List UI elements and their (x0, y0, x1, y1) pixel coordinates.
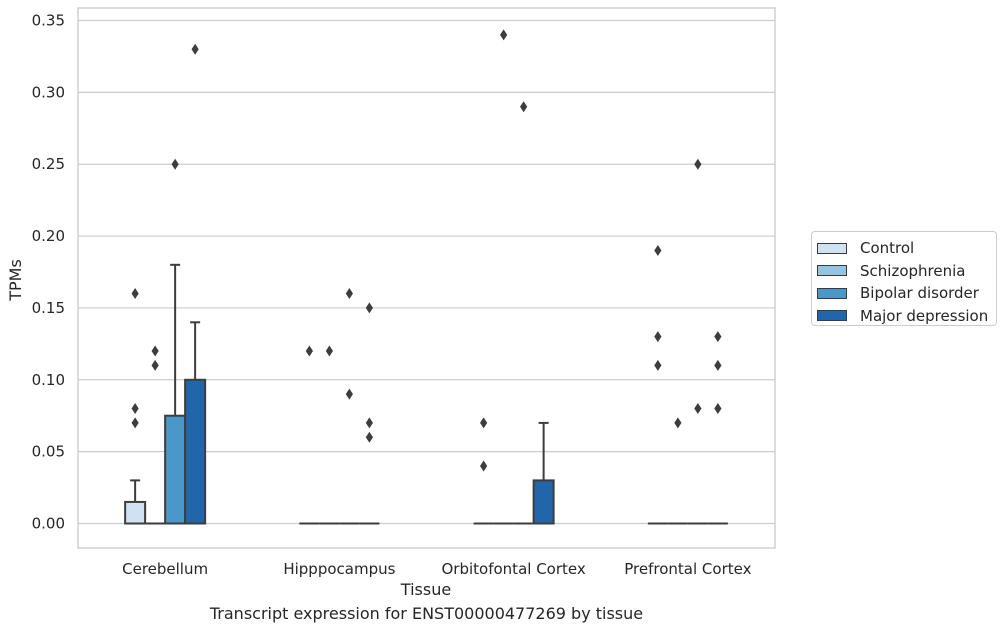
y-tick-label: 0.15 (32, 299, 65, 317)
outlier-point (714, 359, 722, 371)
outlier-point (365, 431, 373, 443)
x-tick-label: Hipppocampus (283, 560, 395, 578)
y-tick-label: 0.00 (32, 515, 65, 533)
legend: Control Schizophrenia Bipolar disorder Majo… (811, 231, 997, 326)
box-series (124, 263, 728, 525)
y-axis-label: TPMs (6, 259, 25, 302)
outlier-point (171, 158, 179, 170)
outlier-point (151, 359, 159, 371)
legend-item: Schizophrenia (817, 260, 996, 283)
chart-caption: Transcript expression for ENST0000047726… (209, 604, 644, 623)
legend-item: Control (817, 237, 996, 260)
box-major-depression (184, 321, 207, 525)
outlier-point (305, 345, 313, 357)
y-tick-label: 0.30 (32, 83, 65, 101)
x-tick-label: Prefrontal Cortex (624, 560, 751, 578)
y-tick-label: 0.25 (32, 155, 65, 173)
outlier-point (694, 403, 702, 415)
outlier-point (654, 359, 662, 371)
outlier-point (131, 417, 139, 429)
outlier-point (714, 403, 722, 415)
outlier-point (345, 388, 353, 400)
box-control (124, 479, 147, 525)
legend-label: Major depression (860, 306, 989, 325)
legend-swatch (817, 310, 847, 322)
x-tick-labels: Cerebellum Hipppocampus Orbitofontal Corte… (122, 560, 751, 578)
outlier-point (151, 345, 159, 357)
x-axis-label: Tissue (400, 580, 451, 599)
outlier-point (131, 288, 139, 300)
outlier-point (365, 417, 373, 429)
y-tick-labels: 0.00 0.05 0.10 0.15 0.20 0.25 0.30 0.35 (32, 12, 65, 533)
y-tick-label: 0.05 (32, 443, 65, 461)
x-tick-label: Cerebellum (122, 560, 208, 578)
legend-swatch (817, 265, 847, 277)
outlier-point (500, 29, 508, 41)
legend-label: Bipolar disorder (860, 284, 979, 303)
outlier-point (654, 244, 662, 256)
outlier-point (325, 345, 333, 357)
legend-item: Major depression (817, 305, 996, 328)
x-tick-label: Orbitofontal Cortex (442, 560, 586, 578)
box-bipolar-disorder (164, 263, 187, 525)
box-body (124, 500, 147, 525)
legend-label: Schizophrenia (860, 261, 966, 280)
outlier-point (345, 288, 353, 300)
box-major-depression (532, 421, 555, 525)
box-body (184, 378, 207, 525)
outlier-point (365, 302, 373, 314)
legend-swatch (817, 287, 847, 299)
outlier-point (480, 417, 488, 429)
outlier-point (480, 460, 488, 472)
outlier-point (131, 403, 139, 415)
outlier-point (694, 158, 702, 170)
outlier-markers (131, 29, 722, 472)
outlier-point (714, 331, 722, 343)
legend-item: Bipolar disorder (817, 282, 996, 305)
y-tick-label: 0.20 (32, 227, 65, 245)
outlier-point (654, 331, 662, 343)
legend-label: Control (860, 239, 915, 258)
plot-frame (77, 7, 776, 549)
plot-border (77, 7, 776, 549)
legend-swatch (817, 242, 847, 254)
box-body (532, 479, 555, 525)
y-tick-label: 0.35 (32, 12, 65, 30)
outlier-point (520, 101, 528, 113)
y-tick-label: 0.10 (32, 371, 65, 389)
outlier-point (674, 417, 682, 429)
outlier-point (191, 43, 199, 55)
box-body (164, 414, 187, 525)
